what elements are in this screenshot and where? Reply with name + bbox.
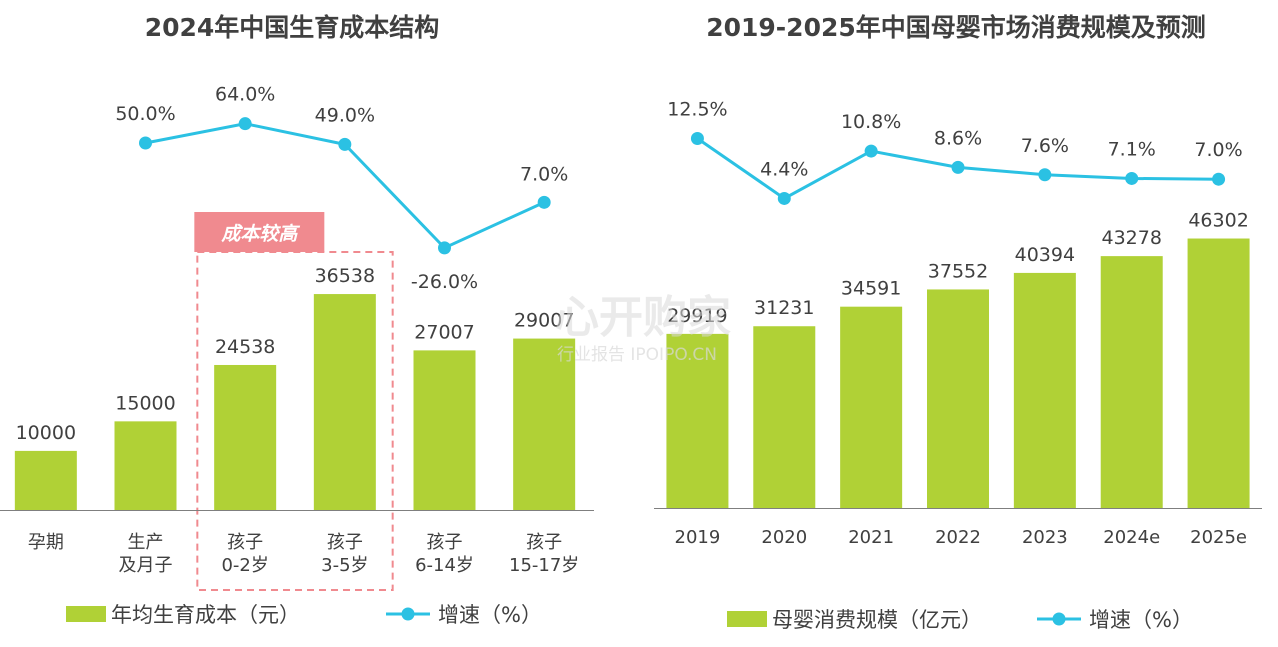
category-label: 2019: [675, 527, 721, 548]
category-label: 生产: [128, 532, 164, 553]
growth-value-label: 7.0%: [520, 163, 568, 185]
bar-value-label: 27007: [414, 321, 474, 343]
growth-value-label: 4.4%: [760, 158, 808, 180]
growth-point: [951, 160, 965, 174]
bar-value-label: 31231: [754, 297, 814, 319]
watermark-line2: 行业报告 IPOIPO.CN: [557, 345, 717, 365]
legend-bar-swatch: [66, 606, 106, 622]
category-label: 及月子: [119, 555, 173, 576]
bar-value-label: 34591: [841, 278, 901, 300]
category-label: 3-5岁: [321, 555, 368, 576]
growth-point: [1212, 172, 1226, 186]
growth-point: [777, 191, 791, 205]
growth-value-label: 7.1%: [1108, 138, 1156, 160]
growth-point: [1038, 168, 1052, 182]
category-label: 6-14岁: [415, 555, 474, 576]
category-label: 2020: [761, 527, 807, 548]
bar: [1100, 256, 1163, 508]
bar-value-label: 40394: [1015, 244, 1075, 266]
growth-value-label: 50.0%: [115, 103, 175, 125]
category-label: 2025e: [1190, 527, 1247, 548]
chart-title: 2019-2025年中国母婴市场消费规模及预测: [706, 13, 1206, 42]
bar-value-label: 29007: [514, 310, 574, 332]
category-label: 2022: [935, 527, 981, 548]
bar: [114, 421, 177, 510]
bar: [840, 306, 903, 508]
bar: [927, 289, 989, 508]
growth-point: [864, 144, 878, 158]
category-label: 孕期: [28, 532, 64, 553]
category-label: 2023: [1022, 527, 1068, 548]
category-label: 孩子: [227, 532, 263, 553]
legend-bar-swatch: [727, 611, 767, 627]
bar-value-label: 46302: [1188, 210, 1248, 232]
bar: [753, 326, 816, 508]
bar-value-label: 36538: [315, 265, 375, 287]
bar: [1013, 272, 1076, 508]
growth-point: [139, 136, 152, 150]
category-label: 孩子: [327, 532, 363, 553]
highlight-badge: [194, 212, 325, 252]
bar: [413, 350, 476, 510]
growth-value-label: 10.8%: [841, 111, 901, 133]
category-label: 孩子: [427, 532, 463, 553]
bar: [513, 338, 576, 510]
legend-bar-label: 母婴消费规模（亿元）: [772, 608, 982, 632]
right-chart: 2019-2025年中国母婴市场消费规模及预测 29919 31231 34591 37…: [654, 13, 1262, 632]
growth-point: [537, 195, 551, 209]
growth-point: [438, 241, 451, 255]
growth-value-label: 49.0%: [315, 104, 375, 126]
growth-value-label: 64.0%: [215, 84, 275, 106]
growth-value-label: 8.6%: [934, 127, 982, 149]
category-label: 2024e: [1103, 527, 1160, 548]
growth-point: [338, 137, 352, 151]
growth-point: [690, 132, 704, 145]
growth-point: [1125, 171, 1139, 185]
growth-value-label: -26.0%: [411, 271, 478, 293]
category-label: 2021: [848, 527, 894, 548]
bar: [14, 450, 77, 510]
bar-value-label: 10000: [16, 422, 76, 444]
bar: [1187, 238, 1250, 509]
chart-title: 2024年中国生育成本结构: [145, 13, 440, 42]
bar: [666, 333, 729, 508]
growth-point: [238, 117, 252, 131]
legend-line-label: 增速（%）: [1089, 608, 1193, 632]
watermark: 心开购家 行业报告 IPOIPO.CN: [555, 292, 731, 365]
legend-line-marker: [401, 607, 415, 621]
highlight-badge-label: 成本较高: [220, 223, 300, 245]
category-label: 15-17岁: [509, 555, 579, 576]
bar: [313, 294, 376, 510]
legend-bar-label: 年均生育成本（元）: [111, 603, 300, 627]
growth-value-label: 7.6%: [1021, 135, 1069, 157]
bar-value-label: 24538: [215, 336, 275, 358]
legend-line-label: 增速（%）: [438, 603, 542, 627]
bar-value-label: 15000: [115, 392, 175, 414]
growth-value-label: 7.0%: [1194, 139, 1242, 161]
bar: [214, 364, 277, 510]
category-label: 0-2岁: [221, 555, 268, 576]
category-label: 孩子: [526, 532, 562, 553]
growth-value-label: 12.5%: [667, 99, 727, 121]
bar-value-label: 43278: [1101, 227, 1161, 249]
watermark-line1: 心开购家: [555, 292, 731, 343]
bar-value-label: 29919: [667, 305, 727, 327]
legend-line-marker: [1052, 612, 1066, 626]
bar-value-label: 37552: [928, 260, 988, 282]
